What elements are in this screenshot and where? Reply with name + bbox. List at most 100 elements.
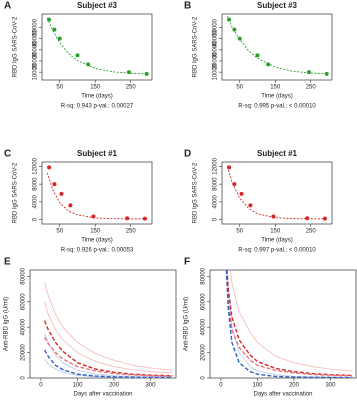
x-axis-label: Time (days) xyxy=(81,94,112,100)
annotation: R-sq: 0.995 p-val.: < 0.00010 xyxy=(238,104,316,110)
plot-area xyxy=(43,282,173,378)
x-axis-label: Time (days) xyxy=(261,238,292,244)
y-tick-label: 8000 xyxy=(33,177,39,191)
data-point xyxy=(266,62,271,67)
x-axis-label: Days after vaccination xyxy=(73,392,132,398)
x-tick-label: 150 xyxy=(90,229,101,235)
x-axis-label: Days after vaccination xyxy=(253,392,312,398)
fit-curve xyxy=(226,16,329,75)
y-tick-label: 4000 xyxy=(33,195,39,209)
data-point xyxy=(239,191,244,196)
x-tick-label: 300 xyxy=(325,383,336,389)
data-point xyxy=(47,165,52,170)
y-tick-label: 10000 xyxy=(213,63,219,80)
x-tick-label: 150 xyxy=(270,229,281,235)
data-point xyxy=(75,53,80,58)
data-point xyxy=(305,216,310,221)
panel-title: Subject #1 xyxy=(77,149,118,158)
data-point xyxy=(142,216,147,221)
fit-line xyxy=(43,336,173,377)
fit-curve xyxy=(46,17,149,75)
x-tick-label: 200 xyxy=(289,383,300,389)
annotation: R-sq: 0.997 p-val.: < 0.00010 xyxy=(238,248,316,254)
x-tick-label: 200 xyxy=(109,383,120,389)
y-tick-label: 12000 xyxy=(213,157,219,174)
annotation: R-sq: 0.926 p-val.: 0.00053 xyxy=(61,248,134,254)
x-tick-label: 150 xyxy=(90,85,101,91)
data-point xyxy=(227,17,232,22)
panel-title: Subject #3 xyxy=(257,1,298,10)
plot-area xyxy=(225,270,353,378)
data-point xyxy=(86,62,91,67)
subject-line xyxy=(44,333,173,378)
y-tick-label: 4000 xyxy=(213,195,219,209)
panel-label: C xyxy=(4,149,11,160)
panel-label: E xyxy=(4,257,11,268)
plot-area xyxy=(46,17,149,76)
data-point xyxy=(144,71,149,76)
y-axis-label: Anti-RBD IgG (U/ml) xyxy=(184,297,190,351)
y-tick-label: 80000 xyxy=(201,267,207,284)
y-tick-label: 20000 xyxy=(213,52,219,69)
y-tick-label: 40000 xyxy=(213,30,219,47)
x-tick-label: 300 xyxy=(145,383,156,389)
y-tick-label: 0 xyxy=(33,217,39,221)
y-tick-label: 20000 xyxy=(33,52,39,69)
plot-frame xyxy=(41,161,153,225)
y-tick-label: 0 xyxy=(213,217,219,221)
plot-frame xyxy=(209,269,357,379)
data-point xyxy=(59,191,64,196)
data-point xyxy=(232,182,237,187)
y-tick-label: 50000 xyxy=(33,18,39,35)
x-tick-label: 50 xyxy=(236,85,243,91)
y-tick-label: 40000 xyxy=(21,318,27,335)
fit-line xyxy=(225,276,353,377)
plot-frame xyxy=(29,269,177,379)
x-axis-label: Time (days) xyxy=(81,238,112,244)
panel-title: Subject #3 xyxy=(77,1,118,10)
panel-label: D xyxy=(184,149,191,160)
subject-line xyxy=(44,358,173,378)
data-point xyxy=(271,214,276,219)
y-tick-label: 10000 xyxy=(33,63,39,80)
x-tick-label: 0 xyxy=(39,383,43,389)
x-tick-label: 150 xyxy=(270,85,281,91)
y-tick-label: 60000 xyxy=(21,293,27,310)
y-tick-label: 8000 xyxy=(213,177,219,191)
y-tick-label: 80000 xyxy=(21,267,27,284)
y-axis-label: Anti-RBD IgG (U/ml) xyxy=(4,297,10,351)
fit-line xyxy=(225,270,353,378)
fit-curve xyxy=(46,172,149,220)
data-point xyxy=(227,165,232,170)
data-point xyxy=(52,182,57,187)
data-point xyxy=(91,214,96,219)
subject-line xyxy=(230,270,353,372)
data-point xyxy=(237,36,242,41)
y-tick-label: 40000 xyxy=(33,30,39,47)
panel-title: Subject #1 xyxy=(257,149,298,158)
panel-label: B xyxy=(184,1,191,12)
y-tick-label: 30000 xyxy=(213,41,219,58)
plot-frame xyxy=(221,161,333,225)
subject-line xyxy=(44,282,173,371)
annotation: R-sq: 0.943 p-val.: 0.00027 xyxy=(61,104,134,110)
fit-line xyxy=(43,349,173,378)
y-tick-label: 20000 xyxy=(21,344,27,361)
x-tick-label: 250 xyxy=(126,229,137,235)
x-tick-label: 100 xyxy=(72,383,83,389)
y-tick-label: 30000 xyxy=(33,41,39,58)
y-tick-label: 60000 xyxy=(201,293,207,310)
plot-frame xyxy=(41,13,153,81)
y-axis-label: RBD IgG SARS-CoV-2 xyxy=(193,162,199,223)
y-tick-label: 12000 xyxy=(33,157,39,174)
y-tick-label: 40000 xyxy=(201,318,207,335)
data-point xyxy=(306,70,311,75)
y-axis-label: RBD IgG SARS-CoV-2 xyxy=(13,162,19,223)
data-point xyxy=(248,203,253,208)
x-tick-label: 250 xyxy=(126,85,137,91)
y-axis-label: RBD IgG SARS-CoV-2 xyxy=(193,16,199,77)
data-point xyxy=(57,36,62,41)
x-tick-label: 50 xyxy=(236,229,243,235)
x-tick-label: 250 xyxy=(306,229,317,235)
